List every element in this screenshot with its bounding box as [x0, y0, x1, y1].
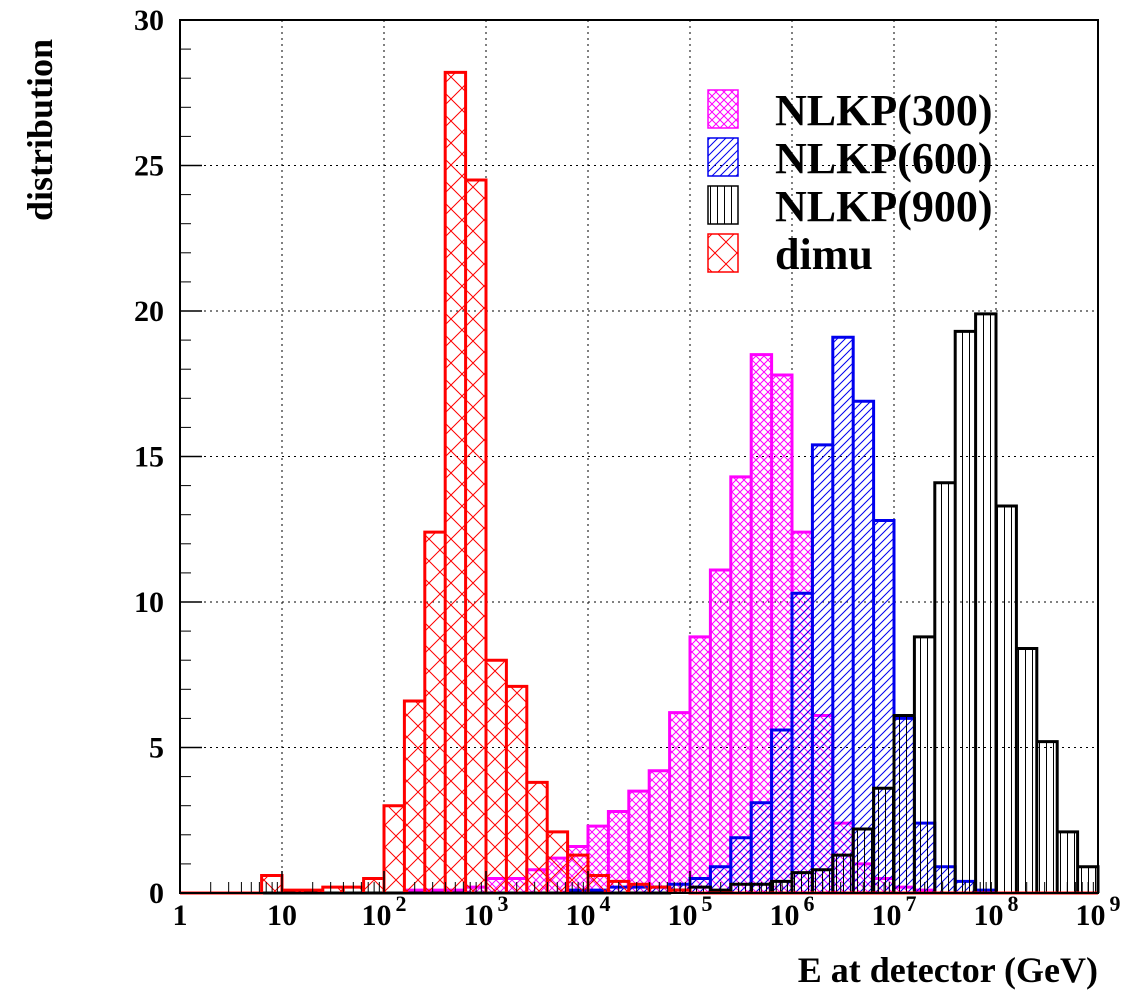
- x-tick-label: 10 7: [872, 891, 917, 932]
- y-tick-label: 10: [134, 586, 164, 619]
- histogram-series: [180, 70, 1100, 895]
- histogram-bin: [588, 875, 609, 893]
- histogram-bin: [771, 730, 792, 893]
- histogram-bin: [934, 482, 956, 893]
- x-tick-label: 10 6: [770, 891, 815, 932]
- histogram-bin: [445, 72, 466, 893]
- y-tick-label: 25: [134, 150, 164, 183]
- histogram-bin: [669, 712, 690, 893]
- histogram-bin: [996, 505, 1017, 893]
- histogram-bin: [1016, 648, 1037, 893]
- histogram-bin: [690, 887, 711, 893]
- x-tick-label: 10 2: [362, 891, 407, 932]
- histogram-bin: [526, 782, 548, 893]
- y-tick-label: 15: [134, 441, 164, 474]
- histogram-bin: [486, 660, 507, 893]
- histogram-bin: [751, 802, 772, 893]
- y-tick-label: 20: [134, 295, 164, 328]
- legend-swatch: [707, 185, 739, 225]
- legend: NLKP(300)NLKP(600)NLKP(900)dimu: [707, 86, 993, 279]
- histogram-bin: [710, 569, 731, 893]
- x-tick-label: 10: [267, 899, 297, 932]
- histogram-bin: [853, 828, 874, 893]
- histogram-bin: [1057, 831, 1078, 893]
- histogram-bin: [873, 788, 894, 893]
- histogram-bin: [955, 331, 976, 893]
- histogram-bin: [751, 354, 772, 893]
- y-tick-labels: 0 5 10 15 20 25 30: [134, 4, 164, 910]
- legend-label: NLKP(600): [775, 134, 993, 183]
- histogram-bin: [975, 313, 996, 893]
- histogram-bin: [628, 884, 650, 893]
- x-tick-label: 10 3: [464, 891, 509, 932]
- histogram-bin: [384, 805, 405, 893]
- x-tick-label: 10 5: [668, 891, 713, 932]
- histogram-bin: [730, 837, 752, 893]
- legend-label: NLKP(900): [775, 182, 993, 231]
- histogram-bin: [547, 831, 568, 893]
- y-tick-label: 0: [149, 877, 164, 910]
- histogram-bin: [690, 636, 711, 893]
- histogram-bin: [649, 770, 670, 893]
- histogram-outline: [180, 312, 1100, 895]
- x-tick-label: 1: [173, 899, 188, 932]
- histogram-bin: [730, 884, 752, 893]
- legend-label: NLKP(300): [775, 86, 993, 135]
- y-tick-label: 30: [134, 4, 164, 37]
- histogram-bin: [792, 593, 813, 893]
- histogram-bin: [792, 872, 813, 893]
- y-axis-title: distribution: [20, 39, 60, 221]
- legend-swatch: [707, 89, 739, 129]
- axis-ticks: [179, 19, 1099, 894]
- x-axis-title: E at detector (GeV): [798, 950, 1098, 990]
- x-tick-label: 10 8: [974, 891, 1019, 932]
- histogram-bin: [832, 337, 854, 893]
- histogram-bin: [853, 401, 874, 893]
- legend-swatch: [707, 233, 739, 273]
- histogram-bin: [322, 887, 344, 893]
- histogram-bin: [812, 444, 833, 893]
- legend-label: dimu: [775, 230, 873, 279]
- histogram-bin: [628, 791, 650, 893]
- histogram-bin: [730, 476, 752, 893]
- histogram-bin: [424, 532, 446, 893]
- histogram-bin: [832, 855, 854, 893]
- histogram-bin: [894, 715, 915, 893]
- x-tick-labels: 1 10 10 2 10 3 10 4 10 5 10 6 10 7 10 8 10 9: [173, 891, 1121, 932]
- y-tick-label: 5: [149, 732, 164, 765]
- histogram-bin: [914, 636, 935, 893]
- series-nlkp-900-: [180, 312, 1100, 895]
- histogram-bin: [465, 180, 486, 894]
- histogram-bin: [812, 869, 833, 893]
- histogram-bin: [608, 811, 629, 893]
- x-tick-label: 10 9: [1076, 891, 1121, 932]
- histogram-outline: [180, 70, 1098, 895]
- histogram-bin: [1036, 741, 1058, 893]
- histogram-bin: [404, 700, 425, 893]
- x-tick-label: 10 4: [566, 891, 611, 932]
- legend-swatch: [707, 137, 739, 177]
- histogram-bin: [710, 866, 731, 893]
- histogram-bin: [506, 686, 527, 893]
